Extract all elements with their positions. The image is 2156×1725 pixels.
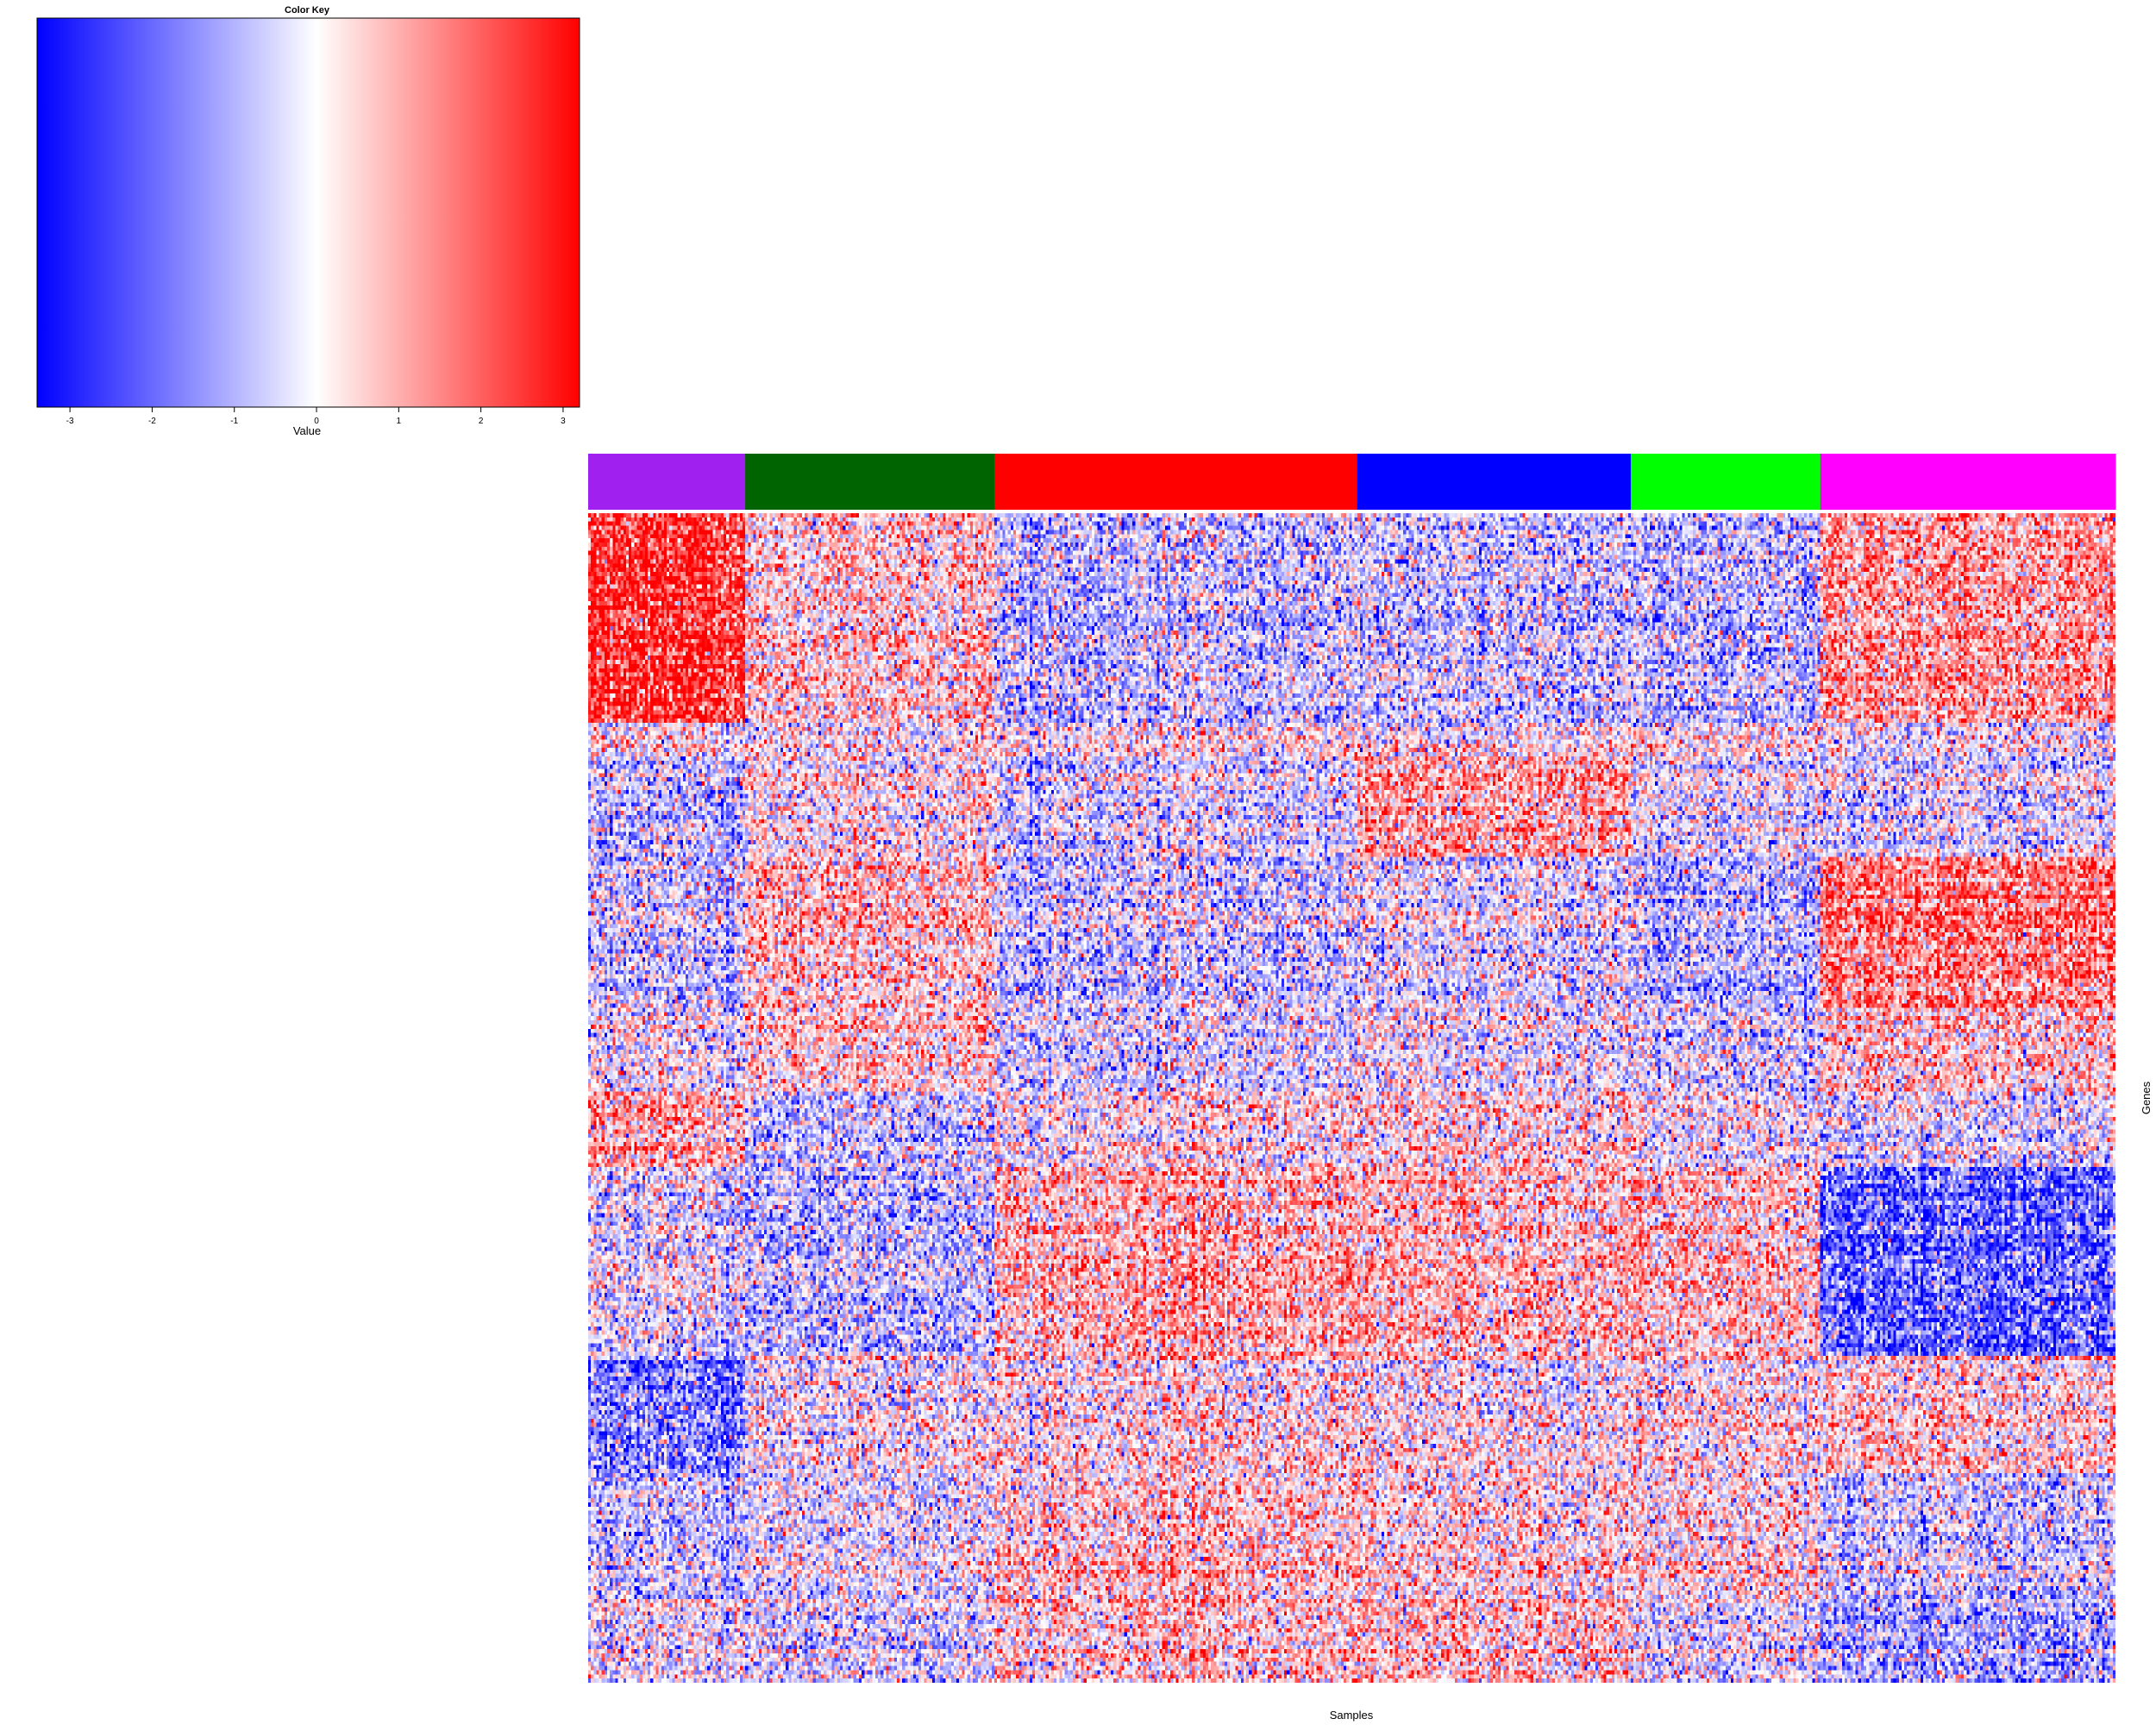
heatmap-cells (588, 513, 2115, 1683)
color-key-tick-label: 2 (479, 417, 484, 426)
color-key-tick-label: 1 (397, 417, 402, 426)
sample-group-group-1 (588, 454, 746, 510)
sample-group-group-4 (1357, 454, 1632, 510)
color-key-tick-label: 3 (561, 417, 566, 426)
color-key-tick-label: -1 (230, 417, 238, 426)
sample-group-group-5 (1630, 454, 1821, 510)
color-key: Color Key -3 -2 -1 0 1 2 3 Value (36, 5, 580, 437)
color-key-tick-label: -3 (66, 417, 74, 426)
color-key-label: Value (293, 424, 321, 437)
color-key-ticks: -3 -2 -1 0 1 2 3 (66, 407, 566, 426)
sample-group-bar (588, 454, 2116, 510)
color-key-gradient (36, 17, 580, 408)
sample-group-group-2 (745, 454, 995, 510)
x-axis-label: Samples (1330, 1709, 1374, 1722)
color-key-title: Color Key (285, 5, 330, 16)
sample-group-group-6 (1820, 454, 2116, 510)
color-key-tick-label: 0 (314, 417, 319, 426)
y-axis-label: Genes (2140, 1081, 2153, 1114)
heatmap-body (588, 513, 2115, 1683)
color-key-tick-label: -2 (148, 417, 156, 426)
sample-group-group-3 (994, 454, 1358, 510)
